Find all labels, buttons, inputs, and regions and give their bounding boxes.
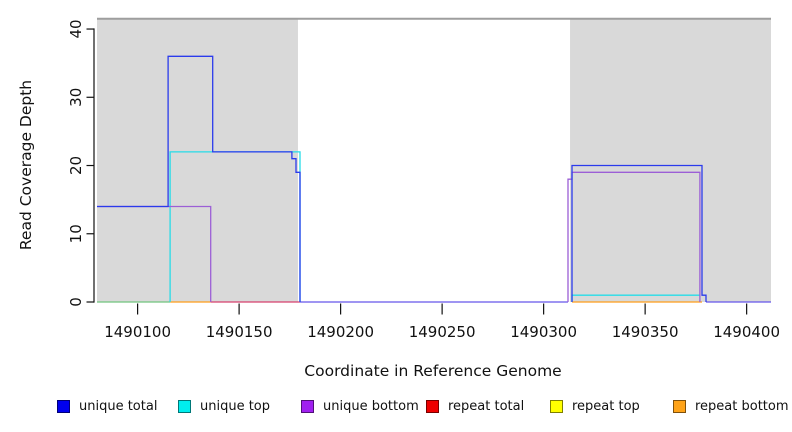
legend-label: unique total [79,399,158,414]
legend-label: repeat top [572,399,640,414]
legend-swatch-icon [673,400,686,413]
y-tick-label: 0 [67,297,85,307]
legend-swatch-icon [550,400,563,413]
x-tick-label: 1490200 [307,323,374,341]
legend-swatch-icon [426,400,439,413]
legend-item-repeat-total: repeat total [426,399,524,414]
legend-swatch-icon [301,400,314,413]
legend-item-unique-total: unique total [57,399,157,414]
series-unique-total-left [97,55,301,302]
shaded-region-left [97,18,298,303]
x-tick-label: 1490400 [713,323,780,341]
legend-swatch-icon [57,400,70,413]
y-axis-label: Read Coverage Depth [17,79,35,251]
x-tick-label: 1490350 [612,323,679,341]
x-tick-label: 1490150 [206,323,273,341]
legend-label: unique top [200,399,271,414]
x-tick-label: 1490300 [510,323,577,341]
legend-label: repeat total [448,399,525,414]
legend-swatch-icon [178,400,191,413]
series-unique-total-right [571,164,707,302]
y-tick-label: 10 [67,224,85,243]
legend-item-unique-bottom: unique bottom [301,399,419,414]
y-tick-label: 20 [67,156,85,175]
legend-item-repeat-bottom: repeat bottom [673,399,789,414]
y-tick-label: 40 [67,19,85,38]
x-tick-label: 1490100 [104,323,171,341]
chart-legend: unique total unique top unique bottom repea… [0,399,792,425]
legend-item-unique-top: unique top [178,399,270,414]
legend-label: unique bottom [323,399,419,414]
x-tick-label: 1490250 [409,323,476,341]
x-axis-label: Coordinate in Reference Genome [304,362,562,380]
y-tick-label: 30 [67,88,85,107]
legend-item-repeat-top: repeat top [550,399,640,414]
legend-label: repeat bottom [695,399,789,414]
shaded-region-right [570,18,771,303]
